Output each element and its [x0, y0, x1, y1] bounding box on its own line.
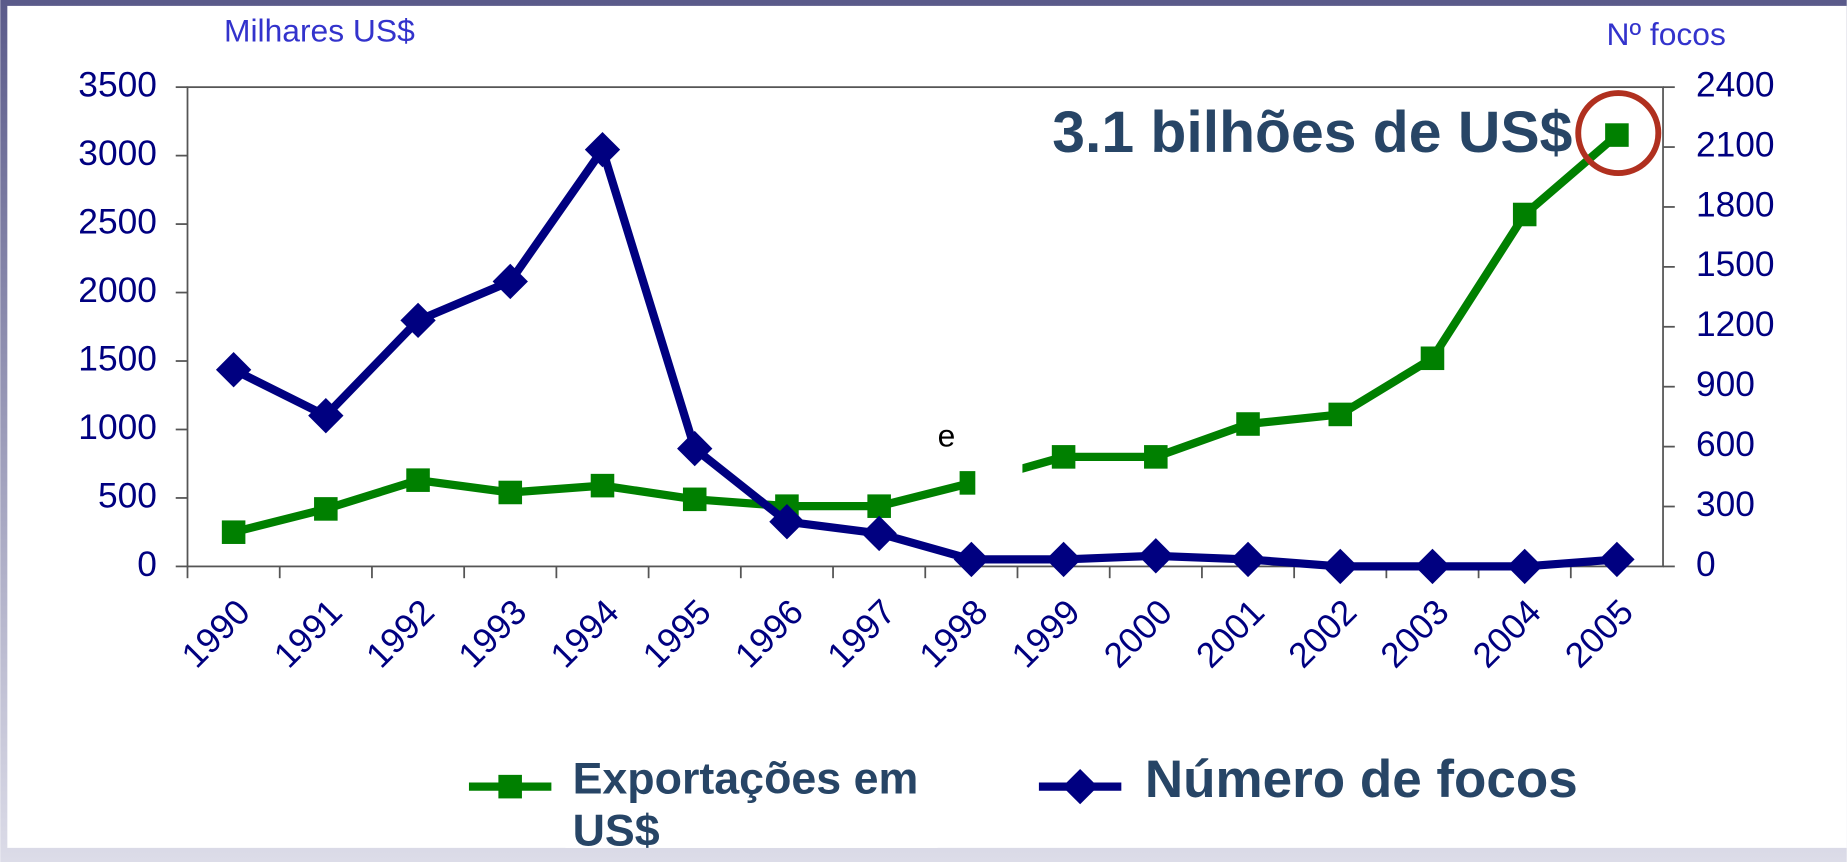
series-line	[232, 131, 1620, 537]
series-line	[231, 145, 1618, 571]
marker	[1138, 538, 1174, 574]
marker	[221, 520, 246, 544]
legend-entry: Número de focos	[1137, 753, 1633, 806]
y2-tick-label: 1800	[1696, 185, 1775, 224]
legend-entry: Exportações em US$	[565, 753, 938, 848]
y2-axis-label: Nº focos	[1607, 16, 1726, 52]
marker	[314, 497, 338, 521]
marker	[584, 131, 621, 168]
marker	[677, 430, 713, 467]
marker	[861, 515, 897, 552]
annotation: e	[938, 417, 956, 453]
marker	[953, 541, 990, 578]
legend-label: Número de focos	[1137, 753, 1633, 806]
marker	[1230, 541, 1266, 578]
marker	[867, 494, 891, 518]
marker	[400, 302, 436, 339]
y2-tick-label: 900	[1696, 365, 1755, 404]
panel	[7, 5, 1847, 848]
marker	[492, 263, 528, 300]
y-tick-label: 500	[98, 476, 157, 515]
marker	[1328, 402, 1353, 427]
marker	[498, 480, 523, 505]
y-tick-label: 2000	[78, 271, 157, 310]
y2-tick-label: 600	[1696, 425, 1755, 464]
marker	[1144, 445, 1168, 469]
y-tick-label: 3000	[78, 134, 157, 173]
marker	[1507, 548, 1543, 585]
legend-marker	[1062, 768, 1098, 805]
marker	[1420, 346, 1445, 371]
marker	[1051, 445, 1076, 469]
y2-tick-label: 2100	[1696, 125, 1775, 164]
marker	[1322, 548, 1358, 585]
y-tick-label: 0	[137, 545, 157, 584]
y2-tick-label: 300	[1696, 485, 1755, 524]
marker	[1045, 541, 1082, 578]
highlight-circle	[1575, 90, 1662, 177]
y2-tick-label: 1500	[1696, 245, 1775, 284]
marker	[1512, 202, 1537, 227]
y-axis-label: Milhares US$	[224, 12, 415, 48]
occlusion	[975, 453, 1023, 501]
marker	[1236, 412, 1260, 436]
marker	[406, 468, 430, 492]
marker	[1605, 123, 1629, 147]
y2-tick-label: 0	[1696, 545, 1716, 584]
marker	[682, 487, 707, 512]
y-tick-label: 2500	[78, 202, 157, 241]
y-tick-label: 1000	[78, 408, 157, 447]
y2-tick-label: 2400	[1696, 65, 1775, 104]
marker	[215, 352, 252, 388]
legend-label: Exportações em US$	[565, 753, 938, 848]
marker	[1599, 541, 1635, 578]
marker	[1414, 548, 1451, 585]
marker	[590, 473, 615, 498]
legend-marker	[498, 774, 522, 799]
annotation: 3.1 bilhões de US$	[1052, 100, 1572, 165]
y2-tick-label: 1200	[1696, 305, 1775, 344]
y-tick-label: 3500	[78, 65, 157, 104]
y-tick-label: 1500	[78, 339, 157, 378]
marker	[308, 397, 344, 434]
